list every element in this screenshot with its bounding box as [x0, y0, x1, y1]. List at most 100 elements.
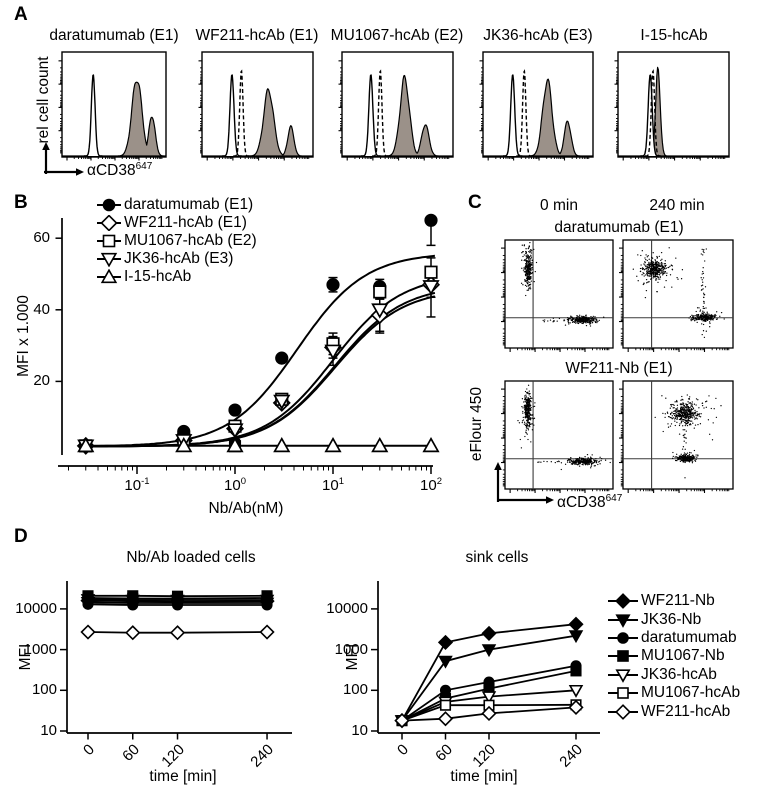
legend-marker-glyph	[97, 214, 121, 232]
d-y-tick-label: 10	[351, 722, 368, 739]
dot-plot	[619, 239, 734, 352]
panel-c-axis-arrows	[494, 462, 554, 504]
dot-plot	[619, 380, 734, 493]
row-title-daratumumab: daratumumab (E1)	[554, 219, 684, 236]
b-y-tick-label: 40	[33, 300, 50, 318]
d-y-tick-label: 100	[342, 681, 368, 699]
legend-label: MU1067-Nb	[641, 647, 725, 665]
histogram-title: I-15-hcAb	[640, 27, 708, 44]
legend-marker-glyph	[97, 234, 121, 248]
d-y-tick-label: 100	[31, 681, 57, 699]
panel-d-legend: WF211-Nb JK36-Nb daratumumab MU1067-Nb J…	[608, 592, 740, 721]
legend-marker-icon	[97, 197, 121, 213]
histogram-title: JK36-hcAb (E3)	[483, 27, 593, 44]
legend-marker-icon	[97, 251, 121, 268]
legend-marker-icon	[608, 630, 638, 646]
legend-item: daratumumab	[608, 629, 740, 647]
column-header-0min: 0 min	[540, 197, 578, 214]
legend-marker-icon	[608, 648, 638, 664]
legend-marker-icon	[97, 268, 121, 285]
legend-item: JK36-Nb	[608, 610, 740, 628]
panel-d-left-title: Nb/Ab loaded cells	[126, 549, 256, 566]
panel-d-right-title: sink cells	[465, 549, 529, 566]
legend-marker-glyph	[608, 687, 638, 699]
legend-marker-glyph	[97, 268, 121, 284]
legend-label: WF211-hcAb	[641, 702, 731, 720]
b-x-tick-label: 100	[224, 476, 246, 494]
panel-c-y-axis-label: eFlour 450	[468, 386, 485, 462]
column-header-240min: 240 min	[649, 197, 705, 214]
d-y-tick-label: 10000	[15, 599, 57, 617]
legend-item: JK36-hcAb	[608, 666, 740, 684]
legend-marker-glyph	[608, 650, 638, 663]
panel-a-label: A	[14, 4, 28, 25]
panel-a-axis-arrows	[42, 142, 84, 176]
legend-marker-glyph	[608, 613, 638, 628]
b-x-tick-label: 102	[420, 476, 442, 494]
legend-marker-icon	[97, 233, 121, 249]
legend-marker-icon	[608, 685, 638, 701]
legend-label: MU1067-hcAb	[641, 684, 741, 702]
legend-item: WF211-hcAb	[608, 702, 740, 720]
panel-d-label: D	[14, 526, 28, 547]
panel-d-left-x-axis-label: time [min]	[149, 768, 217, 785]
flow-histogram	[198, 51, 314, 161]
legend-item: JK36-hcAb (E3)	[97, 250, 257, 268]
histogram-title: WF211-hcAb (E1)	[195, 27, 319, 44]
panel-b-legend: daratumumab (E1) WF211-hcAb (E1) MU1067-…	[97, 196, 257, 286]
d-y-tick-label: 1000	[23, 640, 57, 658]
panel-b-x-axis-label: Nb/Ab(nM)	[208, 500, 284, 517]
d-y-tick-label: 10000	[326, 599, 368, 617]
b-y-tick-label: 60	[33, 229, 50, 247]
legend-marker-icon	[608, 667, 638, 683]
x-axis-label-sup: 647	[605, 492, 623, 504]
x-axis-label-text: αCD38	[87, 162, 136, 179]
legend-marker-glyph	[97, 198, 121, 212]
legend-marker-glyph	[97, 252, 121, 268]
legend-marker-icon	[608, 703, 638, 720]
sink-cells-plot	[371, 581, 600, 740]
legend-label: I-15-hcAb	[124, 268, 192, 285]
legend-label: daratumumab (E1)	[124, 196, 254, 213]
row-title-wf211-nb: WF211-Nb (E1)	[565, 360, 673, 377]
binding-curve-plot	[55, 213, 441, 474]
legend-label: MU1067-hcAb (E2)	[124, 232, 257, 249]
legend-label: WF211-hcAb (E1)	[124, 214, 247, 231]
flow-histogram	[338, 51, 454, 161]
d-y-tick-label: 10	[40, 722, 57, 739]
legend-label: JK36-Nb	[641, 610, 702, 628]
panel-b-label: B	[14, 192, 28, 213]
legend-label: daratumumab	[641, 628, 737, 646]
legend-marker-icon	[608, 612, 638, 628]
b-x-tick-label: 10-1	[124, 476, 150, 494]
flow-histogram	[479, 51, 594, 161]
flow-histogram	[614, 51, 730, 161]
dot-plot	[501, 239, 614, 352]
legend-label: JK36-hcAb	[641, 665, 717, 683]
legend-item: WF211-Nb	[608, 592, 740, 610]
x-axis-label-sup: 647	[135, 160, 153, 172]
legend-marker-icon	[608, 593, 638, 610]
legend-item: MU1067-Nb	[608, 647, 740, 665]
panel-a-x-axis-label: αCD38647	[87, 160, 153, 180]
histogram-title: daratumumab (E1)	[49, 27, 179, 44]
legend-marker-glyph	[608, 669, 638, 683]
legend-label: JK36-hcAb (E3)	[124, 250, 234, 267]
legend-item: daratumumab (E1)	[97, 196, 257, 214]
legend-item: MU1067-hcAb	[608, 684, 740, 702]
x-axis-label-text: αCD38	[557, 494, 606, 511]
b-y-tick-label: 20	[33, 372, 50, 390]
legend-item: I-15-hcAb	[97, 268, 257, 286]
b-x-tick-label: 101	[322, 476, 344, 494]
legend-item: WF211-hcAb (E1)	[97, 214, 257, 232]
legend-label: WF211-Nb	[641, 592, 715, 610]
loaded-cells-plot	[60, 581, 292, 740]
legend-marker-glyph	[608, 703, 638, 720]
panel-d-right-x-axis-label: time [min]	[450, 768, 518, 785]
d-y-tick-label: 1000	[334, 640, 368, 658]
dot-plot	[501, 380, 614, 493]
flow-histogram	[58, 51, 167, 161]
legend-marker-glyph	[608, 632, 638, 644]
